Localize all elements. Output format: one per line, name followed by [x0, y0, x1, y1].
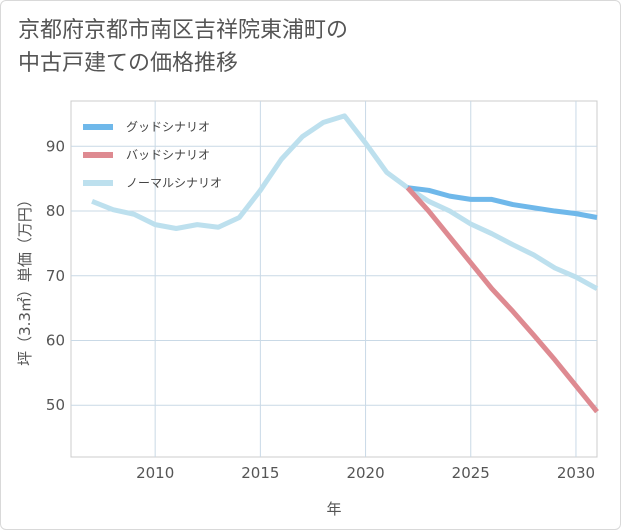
- x-tick-label-2010: 2010: [136, 464, 174, 482]
- tick-labels: 2010 2015 2020 2025 2030 50 60 70 80 90: [46, 137, 595, 482]
- y-tick-label-90: 90: [46, 137, 65, 155]
- series-lines: [91, 113, 599, 414]
- legend-label-bad: バッドシナリオ: [126, 148, 210, 162]
- legend-label-normal: ノーマルシナリオ: [126, 176, 222, 190]
- series-line-good: [407, 185, 598, 220]
- y-tick-label-80: 80: [46, 202, 65, 220]
- x-tick-label-2015: 2015: [241, 464, 279, 482]
- x-tick-label-2020: 2020: [346, 464, 384, 482]
- x-tick-label-2025: 2025: [452, 464, 490, 482]
- y-axis-label: 坪（3.3㎡）単価（万円）: [16, 192, 34, 366]
- grid-lines: [71, 101, 597, 457]
- chart-title-line-2: 中古戸建ての価格推移: [18, 51, 239, 76]
- chart-title: 京都府京都市南区吉祥院東浦町の 中古戸建ての価格推移: [18, 14, 348, 80]
- series-line-bad: [405, 186, 599, 414]
- legend-label-good: グッドシナリオ: [126, 120, 210, 134]
- y-tick-label-50: 50: [46, 396, 65, 414]
- x-axis-label: 年: [326, 500, 341, 518]
- y-tick-label-70: 70: [46, 267, 65, 285]
- y-tick-label-60: 60: [46, 331, 65, 349]
- x-tick-label-2030: 2030: [557, 464, 595, 482]
- plot-area: [70, 100, 598, 458]
- chart-title-line-1: 京都府京都市南区吉祥院東浦町の: [18, 18, 349, 43]
- series-line-normal: [91, 113, 599, 291]
